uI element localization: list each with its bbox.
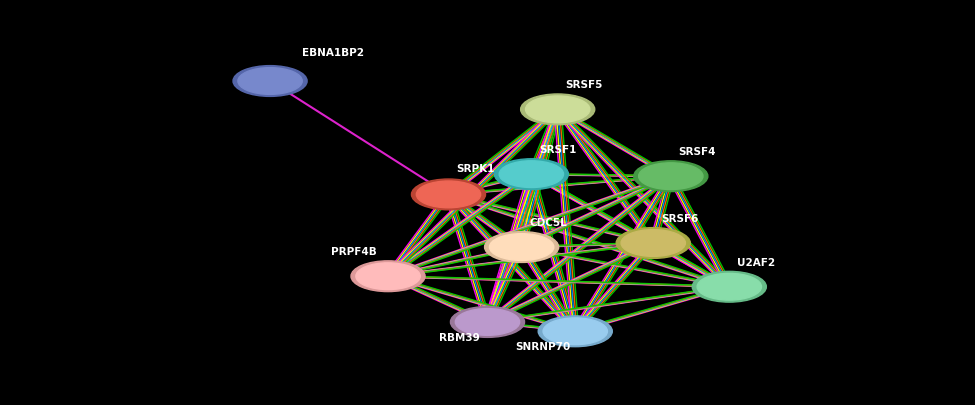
Circle shape bbox=[692, 271, 766, 302]
Circle shape bbox=[616, 228, 690, 258]
Circle shape bbox=[455, 309, 520, 335]
Circle shape bbox=[351, 261, 425, 292]
Text: SRSF1: SRSF1 bbox=[539, 145, 576, 155]
Circle shape bbox=[411, 179, 486, 210]
Text: SRSF6: SRSF6 bbox=[661, 213, 698, 224]
Circle shape bbox=[639, 163, 703, 190]
Text: PRPF4B: PRPF4B bbox=[332, 247, 377, 257]
Circle shape bbox=[543, 318, 607, 345]
Circle shape bbox=[697, 273, 761, 300]
Text: SRSF5: SRSF5 bbox=[566, 80, 603, 90]
Circle shape bbox=[233, 66, 307, 96]
Text: EBNA1BP2: EBNA1BP2 bbox=[302, 47, 365, 58]
Text: U2AF2: U2AF2 bbox=[737, 258, 775, 268]
Circle shape bbox=[634, 161, 708, 192]
Circle shape bbox=[521, 94, 595, 125]
Circle shape bbox=[489, 234, 554, 260]
Circle shape bbox=[356, 263, 420, 290]
Circle shape bbox=[416, 181, 481, 208]
Circle shape bbox=[621, 230, 685, 256]
Text: SRPK1: SRPK1 bbox=[456, 164, 494, 174]
Circle shape bbox=[494, 159, 568, 190]
Circle shape bbox=[499, 161, 564, 188]
Circle shape bbox=[538, 316, 612, 347]
Text: RBM39: RBM39 bbox=[439, 333, 480, 343]
Text: SNRNP70: SNRNP70 bbox=[515, 342, 570, 352]
Text: SRSF4: SRSF4 bbox=[679, 147, 716, 157]
Circle shape bbox=[526, 96, 590, 123]
Circle shape bbox=[485, 232, 559, 262]
Text: CDC5L: CDC5L bbox=[529, 217, 567, 228]
Circle shape bbox=[450, 307, 525, 337]
Circle shape bbox=[238, 68, 302, 94]
